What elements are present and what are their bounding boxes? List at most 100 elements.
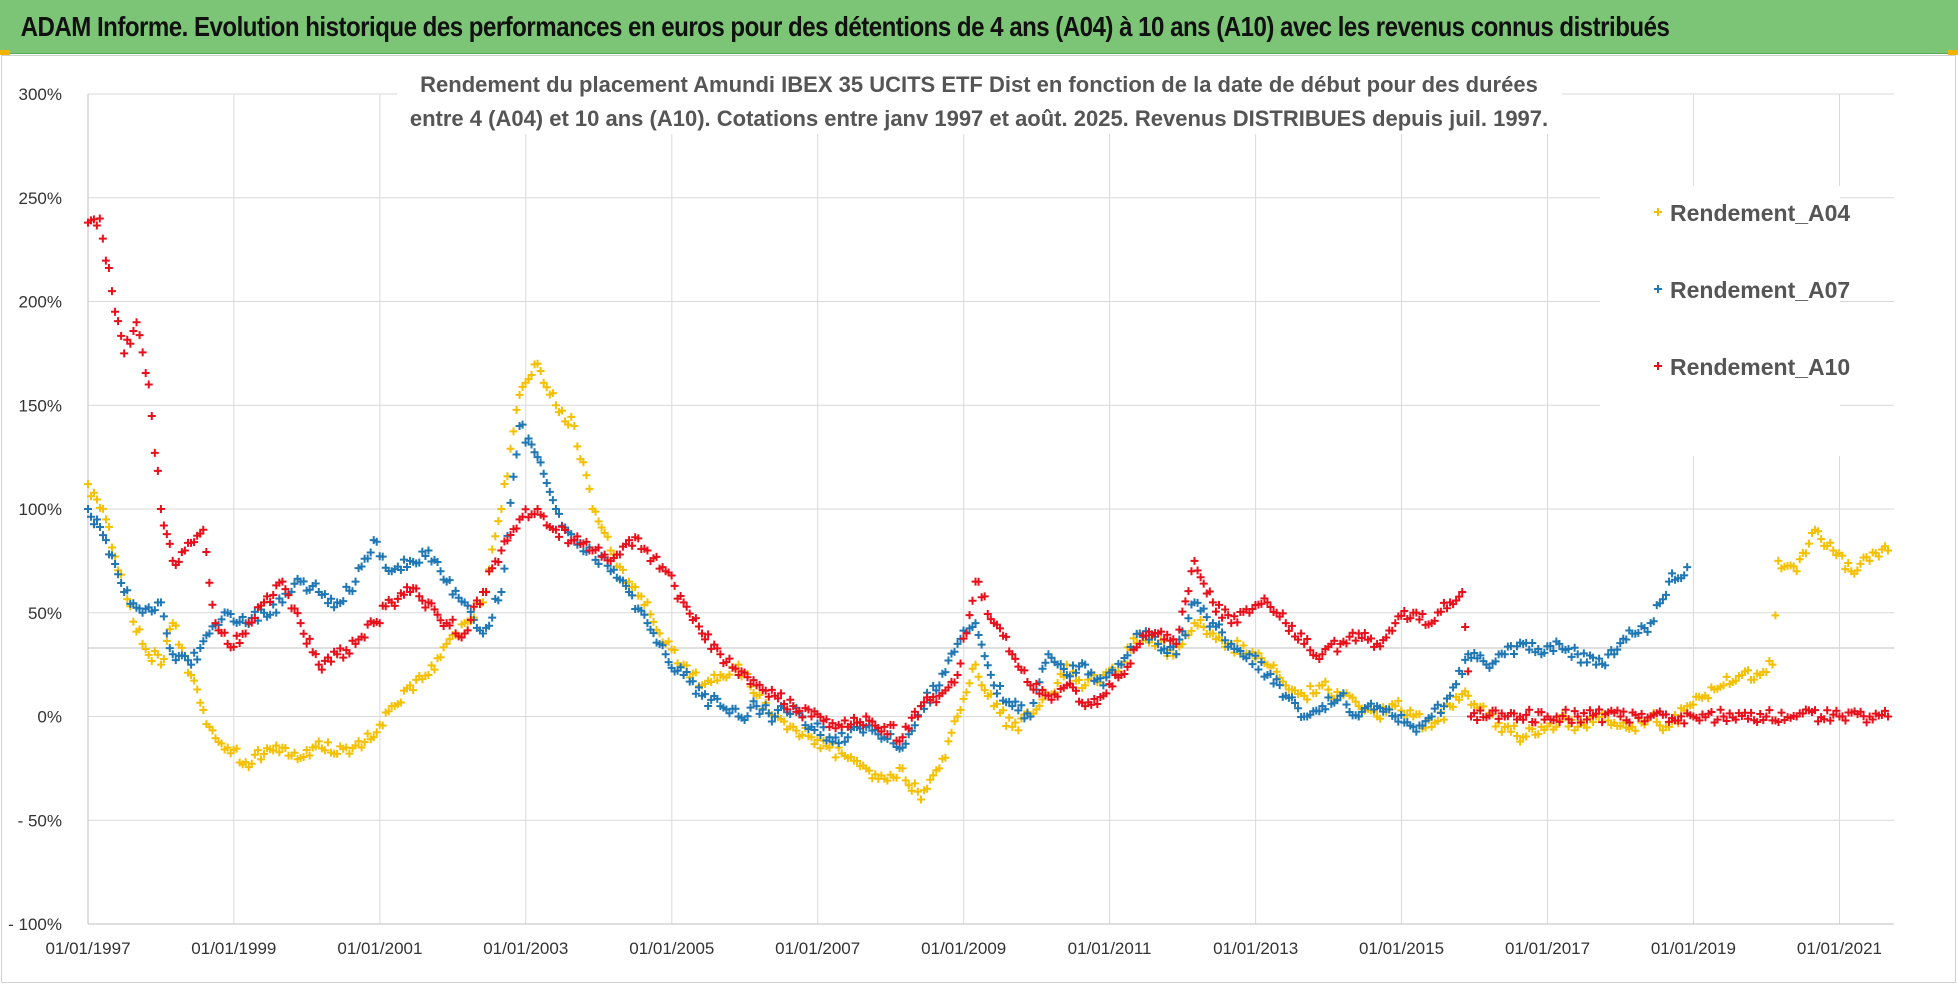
data-point-interp (1525, 645, 1534, 654)
data-point-interp (628, 591, 637, 600)
data-point-interp (1315, 707, 1324, 716)
y-tick-label: 0% (37, 708, 62, 727)
data-point-interp (1108, 665, 1117, 674)
data-point-interp (1306, 646, 1315, 655)
data-point-interp (883, 730, 892, 739)
data-point-interp (974, 577, 983, 586)
data-point-interp (436, 653, 445, 662)
data-point-interp (162, 636, 171, 645)
data-point-interp (488, 564, 497, 573)
data-point-interp (749, 676, 758, 685)
x-tick-label: 01/01/2011 (1068, 939, 1152, 958)
data-point-interp (1260, 594, 1269, 603)
data-point-interp (986, 670, 995, 679)
data-point-interp (944, 683, 953, 692)
data-point-interp (1202, 613, 1211, 622)
data-point (643, 619, 652, 628)
data-point (168, 650, 177, 659)
x-tick-label: 01/01/2021 (1797, 939, 1882, 958)
data-point-interp (1029, 685, 1038, 694)
data-point-interp (1795, 555, 1804, 564)
data-point (1792, 567, 1801, 576)
data-point-interp (813, 719, 822, 728)
data-point (1865, 556, 1874, 565)
data-point-interp (114, 570, 123, 579)
data-point-interp (1047, 695, 1056, 704)
data-point-interp (1041, 658, 1050, 667)
data-point-interp (713, 694, 722, 703)
data-point-interp (1613, 645, 1622, 654)
data-point-interp (138, 348, 147, 357)
data-point (241, 629, 250, 638)
data-point-interp (1579, 709, 1588, 718)
data-point-interp (895, 737, 904, 746)
data-point-interp (977, 681, 986, 690)
data-point (351, 741, 360, 750)
y-tick-label: 50% (28, 604, 62, 623)
data-point (898, 764, 907, 773)
data-point-interp (1595, 654, 1604, 663)
data-point-interp (1160, 644, 1169, 653)
data-point (1774, 556, 1783, 565)
data-point-interp (451, 586, 460, 595)
data-point-interp (98, 234, 107, 243)
data-point-interp (1506, 727, 1515, 736)
data-point-interp (1053, 692, 1062, 701)
data-point-interp (1582, 723, 1591, 732)
data-point-interp (1266, 669, 1275, 678)
data-point (935, 681, 944, 690)
data-point-interp (1254, 665, 1263, 674)
data-point-interp (682, 668, 691, 677)
data-point-interp (1601, 661, 1610, 670)
data-point-interp (348, 587, 357, 596)
data-point (84, 480, 92, 489)
data-point-interp (1333, 696, 1342, 705)
data-point-interp (1342, 639, 1351, 648)
data-point-interp (415, 558, 424, 567)
data-point-interp (384, 707, 393, 716)
data-point-interp (1269, 661, 1278, 670)
x-tick-label: 01/01/2017 (1505, 939, 1590, 958)
data-point-interp (108, 551, 117, 560)
data-point-interp (1339, 689, 1348, 698)
data-point-interp (253, 746, 262, 755)
data-point (296, 619, 305, 628)
data-point-interp (1239, 641, 1248, 650)
data-point-interp (1215, 600, 1224, 609)
data-point-interp (932, 698, 941, 707)
data-point (1190, 556, 1199, 565)
data-point-interp (1199, 579, 1208, 588)
data-point-interp (910, 721, 919, 730)
data-point (1500, 650, 1509, 659)
data-point (770, 712, 779, 721)
legend: Rendement_A04 Rendement_A07 Rendement_A10 (1600, 186, 1850, 456)
data-point-interp (1558, 712, 1567, 721)
data-point-interp (1509, 709, 1518, 718)
x-tick-label: 01/01/2015 (1359, 939, 1444, 958)
data-point-interp (640, 610, 649, 619)
data-point-interp (1853, 566, 1862, 575)
data-point-interp (524, 375, 533, 384)
data-point-interp (527, 440, 536, 449)
x-tick-label: 01/01/2009 (921, 939, 1006, 958)
data-point (1884, 546, 1893, 555)
data-point-interp (311, 579, 320, 588)
data-point-interp (1236, 646, 1245, 655)
data-point-interp (448, 615, 457, 624)
data-point-interp (1613, 706, 1622, 715)
data-point-interp (1874, 552, 1883, 561)
data-point-interp (591, 507, 600, 516)
data-point-interp (1406, 706, 1415, 715)
data-point-interp (573, 532, 582, 541)
data-point-interp (983, 661, 992, 670)
data-point-interp (974, 631, 983, 640)
data-point-interp (968, 664, 977, 673)
data-point-interp (1181, 597, 1190, 606)
data-point (442, 639, 451, 648)
data-point-interp (1126, 659, 1135, 668)
data-point (533, 359, 542, 368)
data-point-interp (777, 689, 786, 698)
data-point-interp (1722, 716, 1731, 725)
data-point-interp (618, 565, 627, 574)
data-point-interp (165, 644, 174, 653)
